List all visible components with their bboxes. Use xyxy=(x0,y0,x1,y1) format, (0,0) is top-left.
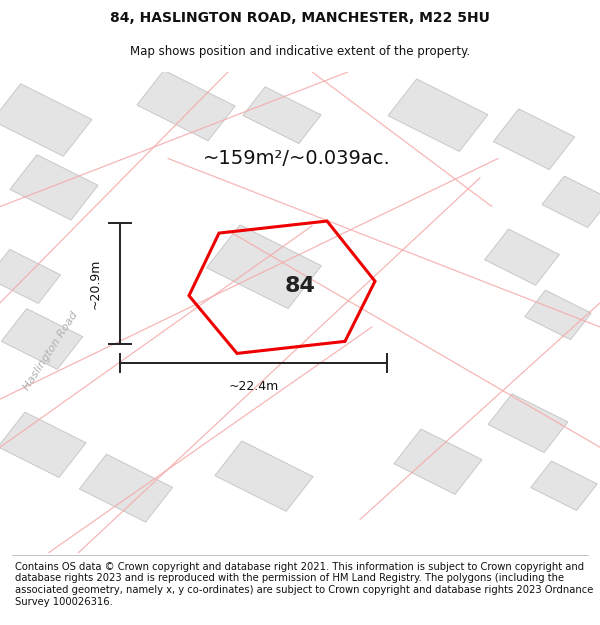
Polygon shape xyxy=(10,155,98,220)
Polygon shape xyxy=(493,109,575,169)
Polygon shape xyxy=(394,429,482,494)
Polygon shape xyxy=(485,229,559,285)
Text: Contains OS data © Crown copyright and database right 2021. This information is : Contains OS data © Crown copyright and d… xyxy=(15,562,593,606)
Text: Map shows position and indicative extent of the property.: Map shows position and indicative extent… xyxy=(130,45,470,58)
Polygon shape xyxy=(0,84,92,156)
Polygon shape xyxy=(531,461,597,511)
Polygon shape xyxy=(215,441,313,511)
Polygon shape xyxy=(243,87,321,144)
Text: 84: 84 xyxy=(284,276,316,296)
Polygon shape xyxy=(1,309,83,369)
Polygon shape xyxy=(0,412,86,478)
Text: Haslington Road: Haslington Road xyxy=(22,310,80,392)
Polygon shape xyxy=(488,394,568,452)
Polygon shape xyxy=(388,79,488,151)
Text: ~20.9m: ~20.9m xyxy=(88,259,101,309)
Polygon shape xyxy=(525,290,591,339)
Polygon shape xyxy=(137,71,235,141)
Polygon shape xyxy=(0,249,61,304)
Polygon shape xyxy=(206,225,322,309)
Text: ~159m²/~0.039ac.: ~159m²/~0.039ac. xyxy=(203,149,391,168)
Polygon shape xyxy=(542,176,600,228)
Polygon shape xyxy=(79,454,173,522)
Text: ~22.4m: ~22.4m xyxy=(229,379,278,392)
Text: 84, HASLINGTON ROAD, MANCHESTER, M22 5HU: 84, HASLINGTON ROAD, MANCHESTER, M22 5HU xyxy=(110,11,490,25)
